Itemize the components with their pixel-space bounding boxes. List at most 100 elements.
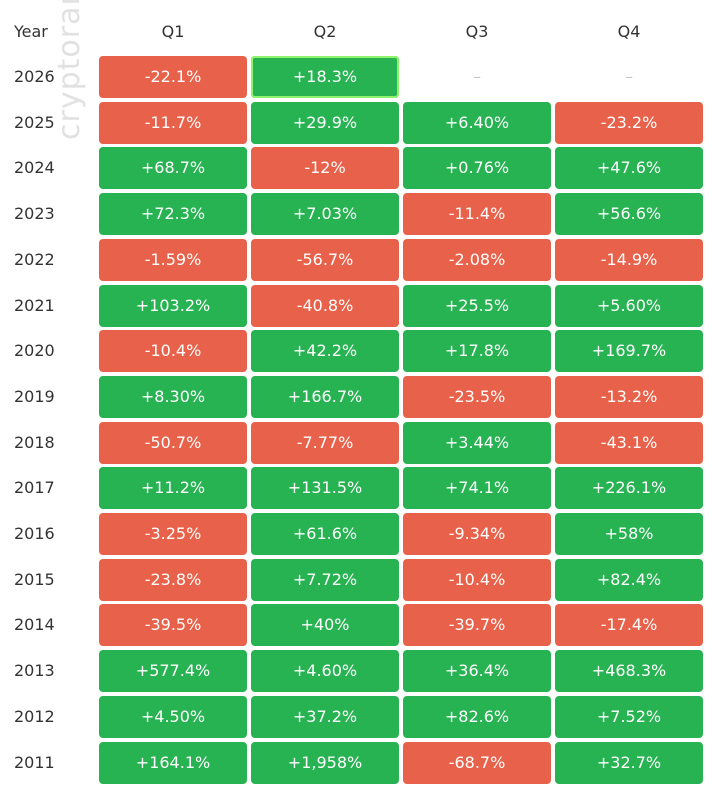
heatmap-cell-q3: -11.4% <box>403 193 551 236</box>
heatmap-cell-q4: +56.6% <box>555 193 703 236</box>
year-label: 2023 <box>14 204 55 224</box>
heatmap-cell-q4: +5.60% <box>555 284 703 327</box>
heatmap-cell-q3: +17.8% <box>403 330 551 373</box>
heatmap-cell-q2: +40% <box>251 604 399 647</box>
heatmap-cell-q3: -9.34% <box>403 513 551 555</box>
heatmap-cell-q1: +164.1% <box>99 741 247 784</box>
heatmap-cell-q4: -23.2% <box>555 101 703 144</box>
heatmap-cell-q4: +47.6% <box>555 147 703 190</box>
year-label: 2019 <box>14 386 55 406</box>
heatmap-cell-q1: +68.7% <box>99 147 247 190</box>
year-label: 2020 <box>14 341 55 361</box>
heatmap-cell-q4: +468.3% <box>555 650 703 693</box>
year-label: 2021 <box>14 295 55 315</box>
heatmap-cell-q3: – <box>473 67 481 86</box>
heatmap-row: 2022 -1.59% -56.7% -2.08% -14.9% <box>0 238 722 285</box>
heatmap-cell-q2: -7.77% <box>251 421 399 464</box>
heatmap-cell-q4: +58% <box>555 513 703 555</box>
year-label: 2011 <box>14 752 55 772</box>
heatmap-row: 2014 -39.5% +40% -39.7% -17.4% <box>0 604 722 650</box>
heatmap-cell-q2: +1,958% <box>251 741 399 784</box>
heatmap-row: 2011 +164.1% +1,958% -68.7% +32.7% <box>0 741 722 788</box>
heatmap-cell-q2: +61.6% <box>251 513 399 555</box>
heatmap-cell-q4: +7.52% <box>555 695 703 738</box>
heatmap-cell-q4: -43.1% <box>555 421 703 464</box>
heatmap-row: 2026 -22.1% +18.3% – – <box>0 56 722 102</box>
column-header-q4: Q4 <box>617 22 641 41</box>
year-label: 2022 <box>14 249 55 269</box>
heatmap-cell-q3: +74.1% <box>403 467 551 510</box>
heatmap-cell-q3: +82.6% <box>403 695 551 738</box>
heatmap-row: 2012 +4.50% +37.2% +82.6% +7.52% <box>0 695 722 742</box>
heatmap-cell-q3: -68.7% <box>403 741 551 784</box>
heatmap-cell-q2: -56.7% <box>251 238 399 281</box>
heatmap-cell-q2: +37.2% <box>251 695 399 738</box>
heatmap-cell-q1: -1.59% <box>99 238 247 281</box>
heatmap-row: 2013 +577.4% +4.60% +36.4% +468.3% <box>0 650 722 696</box>
heatmap-cell-q4: -17.4% <box>555 604 703 647</box>
heatmap-cell-q1: -50.7% <box>99 421 247 464</box>
heatmap-cell-q3: +0.76% <box>403 147 551 190</box>
heatmap-cell-q4: +32.7% <box>555 741 703 784</box>
year-label: 2026 <box>14 67 55 86</box>
heatmap-cell-q4: -13.2% <box>555 375 703 418</box>
heatmap-cell-q1: +11.2% <box>99 467 247 510</box>
heatmap-row: 2016 -3.25% +61.6% -9.34% +58% <box>0 513 722 559</box>
heatmap-cell-q3: -10.4% <box>403 558 551 601</box>
heatmap-cell-q3: +3.44% <box>403 421 551 464</box>
heatmap-cell-q3: -23.5% <box>403 375 551 418</box>
heatmap-cell-q1: -10.4% <box>99 330 247 373</box>
heatmap-cell-q2: +131.5% <box>251 467 399 510</box>
year-label: 2015 <box>14 569 55 589</box>
heatmap-cell-q4: +226.1% <box>555 467 703 510</box>
heatmap-row: 2019 +8.30% +166.7% -23.5% -13.2% <box>0 375 722 422</box>
heatmap-cell-q2: +7.72% <box>251 558 399 601</box>
heatmap-cell-q2: -40.8% <box>251 284 399 327</box>
year-label: 2016 <box>14 524 55 543</box>
year-column-header: Year <box>14 22 48 41</box>
heatmap-cell-q2: +166.7% <box>251 375 399 418</box>
heatmap-cell-q4: – <box>625 67 633 86</box>
heatmap-cell-q2: +29.9% <box>251 101 399 144</box>
year-label: 2017 <box>14 478 55 498</box>
heatmap-cell-q3: +36.4% <box>403 650 551 693</box>
column-header-q1: Q1 <box>161 22 185 41</box>
heatmap-cell-q1: -3.25% <box>99 513 247 555</box>
heatmap-cell-q3: +25.5% <box>403 284 551 327</box>
heatmap-cell-q1: +577.4% <box>99 650 247 693</box>
heatmap-cell-q3: -2.08% <box>403 238 551 281</box>
heatmap-cell-q1: -39.5% <box>99 604 247 647</box>
heatmap-row: 2015 -23.8% +7.72% -10.4% +82.4% <box>0 558 722 605</box>
year-label: 2024 <box>14 158 55 178</box>
heatmap-row: 2017 +11.2% +131.5% +74.1% +226.1% <box>0 467 722 513</box>
heatmap-cell-q1: -11.7% <box>99 101 247 144</box>
year-label: 2025 <box>14 112 55 132</box>
heatmap-row: 2020 -10.4% +42.2% +17.8% +169.7% <box>0 330 722 376</box>
heatmap-cell-q2: -12% <box>251 147 399 190</box>
heatmap-cell-q4: +169.7% <box>555 330 703 373</box>
year-label: 2012 <box>14 706 55 726</box>
heatmap-cell-q1: +72.3% <box>99 193 247 236</box>
heatmap-cell-q2: +18.3% <box>251 56 399 98</box>
heatmap-cell-q4: +82.4% <box>555 558 703 601</box>
heatmap-cell-q2: +42.2% <box>251 330 399 373</box>
heatmap-cell-q4: -14.9% <box>555 238 703 281</box>
heatmap-cell-q1: +4.50% <box>99 695 247 738</box>
year-label: 2018 <box>14 432 55 452</box>
heatmap-cell-q3: -39.7% <box>403 604 551 647</box>
heatmap-row: 2018 -50.7% -7.77% +3.44% -43.1% <box>0 421 722 468</box>
heatmap-row: 2025 -11.7% +29.9% +6.40% -23.2% <box>0 101 722 148</box>
heatmap-cell-q3: +6.40% <box>403 101 551 144</box>
year-label: 2014 <box>14 615 55 635</box>
heatmap-cell-q1: -22.1% <box>99 56 247 98</box>
heatmap-cell-q1: +8.30% <box>99 375 247 418</box>
column-header-q3: Q3 <box>465 22 489 41</box>
heatmap-cell-q2: +7.03% <box>251 193 399 236</box>
header-row: Year Q1 Q2 Q3 Q4 <box>0 0 722 60</box>
year-label: 2013 <box>14 661 55 681</box>
heatmap-row: 2021 +103.2% -40.8% +25.5% +5.60% <box>0 284 722 331</box>
heatmap-cell-q2: +4.60% <box>251 650 399 693</box>
column-header-q2: Q2 <box>313 22 337 41</box>
heatmap-cell-q1: -23.8% <box>99 558 247 601</box>
